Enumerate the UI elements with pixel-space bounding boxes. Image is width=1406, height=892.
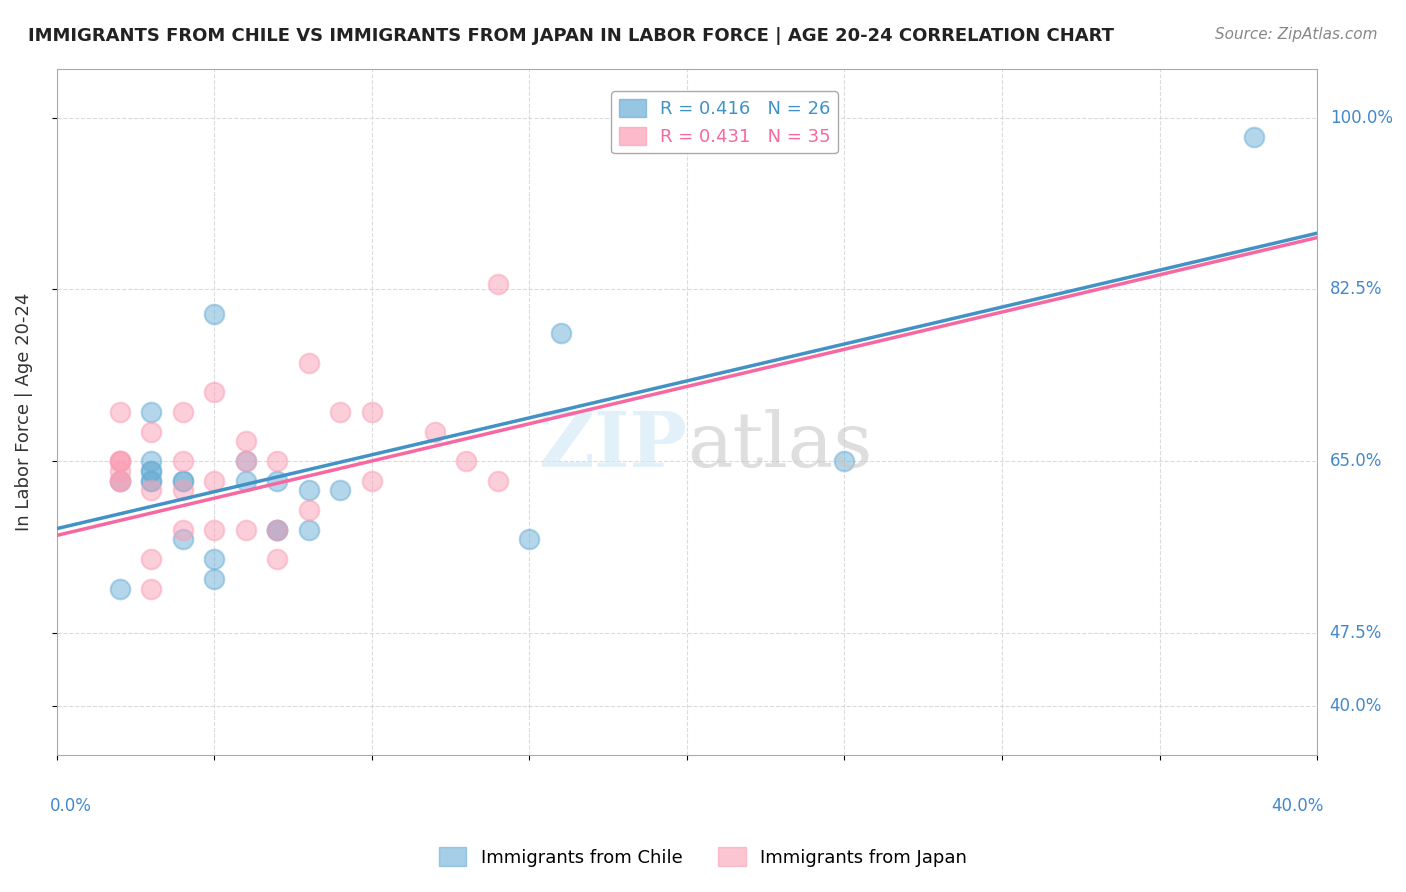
Point bbox=[141, 582, 163, 596]
Point bbox=[1243, 130, 1265, 145]
Point bbox=[266, 523, 288, 537]
Point bbox=[423, 425, 446, 439]
Point bbox=[108, 464, 131, 478]
Point bbox=[834, 454, 856, 468]
Point bbox=[329, 483, 352, 498]
Point bbox=[266, 474, 288, 488]
Point bbox=[329, 797, 352, 812]
Point bbox=[141, 483, 163, 498]
Point bbox=[266, 552, 288, 566]
Point bbox=[108, 405, 131, 419]
Text: 47.5%: 47.5% bbox=[1330, 624, 1382, 641]
Point bbox=[172, 533, 194, 547]
Point bbox=[202, 523, 225, 537]
Point bbox=[266, 523, 288, 537]
Point bbox=[202, 474, 225, 488]
Text: 40.0%: 40.0% bbox=[1330, 698, 1382, 715]
Point bbox=[108, 454, 131, 468]
Point bbox=[202, 552, 225, 566]
Point bbox=[517, 533, 540, 547]
Point bbox=[108, 454, 131, 468]
Point bbox=[298, 503, 321, 517]
Point bbox=[298, 483, 321, 498]
Point bbox=[108, 474, 131, 488]
Point bbox=[108, 582, 131, 596]
Text: 40.0%: 40.0% bbox=[1271, 797, 1323, 814]
Text: 100.0%: 100.0% bbox=[1330, 109, 1393, 127]
Text: 82.5%: 82.5% bbox=[1330, 280, 1382, 298]
Point bbox=[202, 385, 225, 400]
Point bbox=[329, 405, 352, 419]
Legend: R = 0.416   N = 26, R = 0.431   N = 35: R = 0.416 N = 26, R = 0.431 N = 35 bbox=[612, 91, 838, 153]
Point bbox=[235, 434, 257, 449]
Point bbox=[298, 356, 321, 370]
Point bbox=[141, 474, 163, 488]
Point bbox=[141, 464, 163, 478]
Point bbox=[266, 523, 288, 537]
Point bbox=[235, 474, 257, 488]
Point bbox=[360, 474, 382, 488]
Point bbox=[172, 523, 194, 537]
Legend: Immigrants from Chile, Immigrants from Japan: Immigrants from Chile, Immigrants from J… bbox=[432, 840, 974, 874]
Point bbox=[172, 483, 194, 498]
Point bbox=[266, 454, 288, 468]
Text: 65.0%: 65.0% bbox=[1330, 452, 1382, 470]
Point bbox=[172, 405, 194, 419]
Point bbox=[141, 474, 163, 488]
Point bbox=[141, 454, 163, 468]
Point bbox=[486, 277, 509, 292]
Point bbox=[141, 405, 163, 419]
Point bbox=[360, 405, 382, 419]
Point bbox=[108, 474, 131, 488]
Point bbox=[141, 552, 163, 566]
Point bbox=[298, 523, 321, 537]
Point bbox=[235, 454, 257, 468]
Text: IMMIGRANTS FROM CHILE VS IMMIGRANTS FROM JAPAN IN LABOR FORCE | AGE 20-24 CORREL: IMMIGRANTS FROM CHILE VS IMMIGRANTS FROM… bbox=[28, 27, 1114, 45]
Text: Source: ZipAtlas.com: Source: ZipAtlas.com bbox=[1215, 27, 1378, 42]
Point bbox=[235, 523, 257, 537]
Point bbox=[550, 326, 572, 341]
Point bbox=[141, 464, 163, 478]
Point bbox=[172, 474, 194, 488]
Text: 0.0%: 0.0% bbox=[51, 797, 93, 814]
Text: atlas: atlas bbox=[688, 409, 872, 483]
Y-axis label: In Labor Force | Age 20-24: In Labor Force | Age 20-24 bbox=[15, 293, 32, 531]
Point bbox=[172, 454, 194, 468]
Point bbox=[108, 474, 131, 488]
Point bbox=[108, 454, 131, 468]
Point bbox=[141, 425, 163, 439]
Point bbox=[172, 474, 194, 488]
Point bbox=[486, 474, 509, 488]
Point bbox=[456, 454, 478, 468]
Point bbox=[202, 307, 225, 321]
Point bbox=[202, 572, 225, 586]
Text: ZIP: ZIP bbox=[538, 409, 688, 483]
Point bbox=[235, 454, 257, 468]
